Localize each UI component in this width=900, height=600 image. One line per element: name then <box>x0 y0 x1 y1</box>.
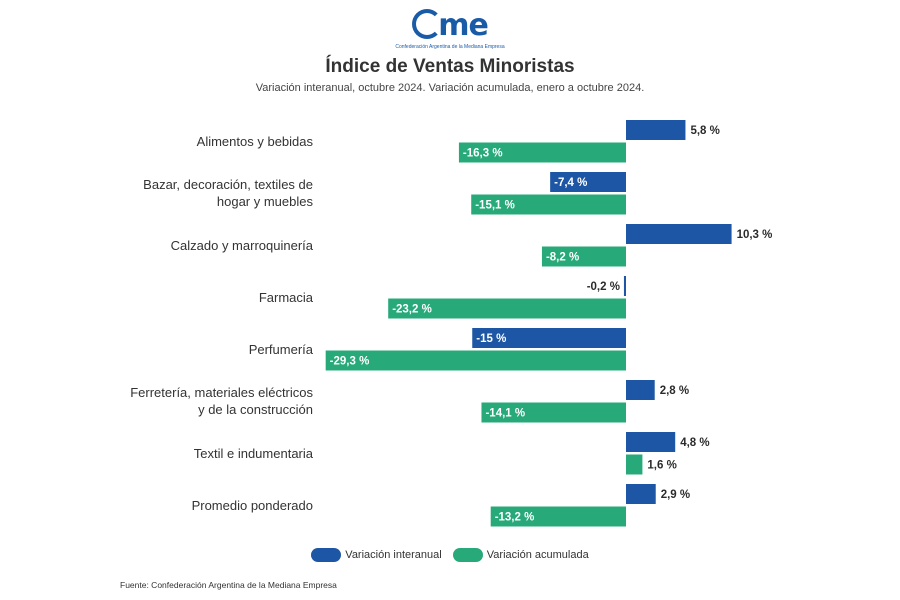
bar-interanual-7 <box>626 484 656 504</box>
bar-interanual-5 <box>626 380 655 400</box>
bar-value-label-interanual-6: 4,8 % <box>680 437 709 449</box>
bar-value-label-interanual-2: 10,3 % <box>737 229 773 241</box>
bar-interanual-4 <box>472 328 626 348</box>
bar-acumulada-2 <box>541 246 626 267</box>
legend-label-interanual: Variación interanual <box>345 549 442 561</box>
page-title: Índice de Ventas Minoristas <box>325 56 575 77</box>
bar-value-label-interanual-3: -0,2 % <box>587 281 620 293</box>
category-label-line: Textil e indumentaria <box>193 445 313 461</box>
bar-acumulada-7 <box>490 506 626 527</box>
logo-c-mark <box>412 9 443 39</box>
legend: Variación interanual Variación acumulada <box>0 548 900 565</box>
bar-value-label-acumulada-1: -15,1 % <box>475 200 515 212</box>
bar-value-label-interanual-4: -15 % <box>476 333 506 345</box>
bar-value-label-interanual-0: 5,8 % <box>690 125 719 137</box>
legend-swatch-interanual <box>311 548 342 562</box>
bar-interanual-0 <box>626 120 686 140</box>
logo-wordmark: me <box>412 8 489 44</box>
category-label-line: hogar y muebles <box>216 194 313 210</box>
bar-value-label-interanual-5: 2,8 % <box>660 385 689 397</box>
category-label-0: Alimentos y bebidas <box>197 133 313 150</box>
logo-tagline: Confederación Argentina de la Mediana Em… <box>395 44 505 50</box>
bar-interanual-6 <box>626 432 676 452</box>
bar-acumulada-1 <box>471 194 626 215</box>
bar-value-label-acumulada-2: -8,2 % <box>546 252 579 264</box>
category-label-2: Calzado y marroquinería <box>171 237 313 254</box>
category-label-line: Calzado y marroquinería <box>170 237 313 253</box>
legend-item-interanual: Variación interanual <box>311 548 442 562</box>
bar-acumulada-3 <box>388 298 626 319</box>
legend-item-acumulada: Variación acumulada <box>452 548 589 562</box>
bar-value-label-interanual-7: 2,9 % <box>661 489 690 501</box>
category-label-4: Perfumería <box>249 341 313 358</box>
bar-value-label-acumulada-3: -23,2 % <box>392 304 432 316</box>
bar-value-label-acumulada-7: -13,2 % <box>495 512 535 524</box>
bar-value-label-acumulada-5: -14,1 % <box>485 408 525 420</box>
bar-value-label-acumulada-0: -16,3 % <box>463 148 503 160</box>
bar-value-label-acumulada-6: 1,6 % <box>647 460 676 472</box>
category-label-line: Perfumería <box>248 341 313 357</box>
bar-acumulada-4 <box>325 350 626 371</box>
category-label-line: y de la construcción <box>198 402 313 418</box>
bar-acumulada-5 <box>481 402 626 423</box>
bar-interanual-1 <box>550 172 626 192</box>
bar-interanual-3 <box>623 276 626 296</box>
category-label-7: Promedio ponderado <box>192 497 313 514</box>
logo-word: me <box>438 8 489 43</box>
bar-acumulada-6 <box>626 454 643 475</box>
legend-label-acumulada: Variación acumulada <box>486 549 589 561</box>
bar-acumulada-0 <box>458 142 626 163</box>
category-label-1: Bazar, decoración, textiles de hogar y mu… <box>143 176 313 210</box>
category-label-3: Farmacia <box>259 289 313 306</box>
category-label-line: Ferretería, materiales eléctricos <box>130 385 313 401</box>
bar-value-label-acumulada-4: -29,3 % <box>330 356 370 368</box>
page-subtitle: Variación interanual, octubre 2024. Vari… <box>255 82 645 94</box>
came-logo: me Confederación Argentina de la Mediana… <box>376 8 524 56</box>
category-label-5: Ferretería, materiales eléctricos y de la… <box>130 384 313 418</box>
bar-value-label-interanual-1: -7,4 % <box>554 177 587 189</box>
source-note: Fuente: Confederación Argentina de la Me… <box>120 580 337 590</box>
category-label-line: Alimentos y bebidas <box>196 133 313 149</box>
category-label-line: Bazar, decoración, textiles de <box>143 177 313 193</box>
category-label-line: Promedio ponderado <box>191 497 313 513</box>
category-label-6: Textil e indumentaria <box>194 445 313 462</box>
bar-interanual-2 <box>626 224 732 244</box>
category-label-line: Farmacia <box>258 289 313 305</box>
legend-swatch-acumulada <box>452 548 483 562</box>
